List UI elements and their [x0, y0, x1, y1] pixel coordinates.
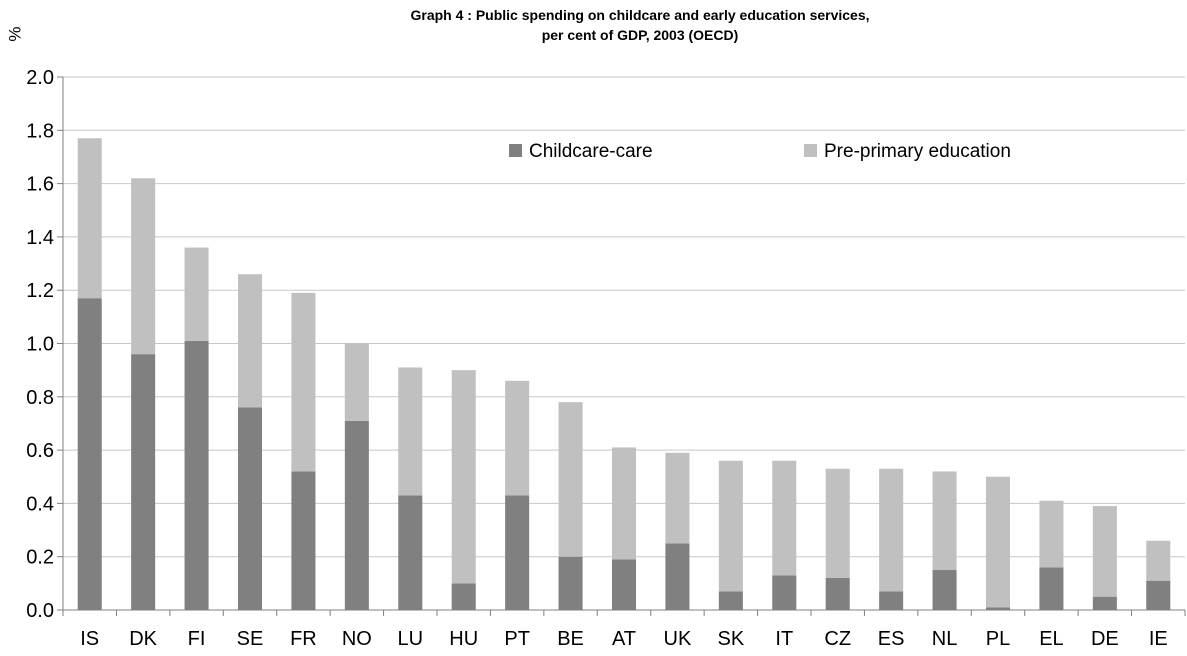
y-tick-label: 0.6	[26, 440, 54, 462]
bar-hu-pre-primary	[451, 370, 476, 584]
bar-cz-pre-primary	[825, 468, 850, 579]
bar-sk-childcare	[718, 591, 743, 610]
bar-es-pre-primary	[879, 468, 904, 592]
chart-title-line1: Graph 4 : Public spending on childcare a…	[410, 7, 870, 23]
y-tick-label: 0.0	[26, 600, 54, 622]
y-tick-label: 0.8	[26, 387, 54, 409]
x-tick-label: IT	[775, 628, 793, 650]
y-tick-label: 1.8	[26, 120, 54, 142]
x-tick-label: ES	[878, 628, 905, 650]
x-tick-label: EL	[1039, 628, 1063, 650]
bar-se-childcare	[237, 407, 263, 610]
y-tick-label: 1.4	[26, 227, 54, 249]
legend-label-pre-primary: Pre-primary education	[824, 141, 1011, 162]
bar-el-childcare	[1039, 567, 1064, 610]
bar-se-pre-primary	[237, 274, 263, 408]
bar-nl-childcare	[932, 570, 957, 610]
y-tick-label: 1.6	[26, 174, 54, 196]
y-tick-label: 1.2	[26, 280, 54, 302]
bar-es-childcare	[879, 591, 904, 610]
bar-hu-childcare	[451, 583, 476, 610]
bar-dk-pre-primary	[131, 178, 156, 355]
x-tick-label: NL	[932, 628, 958, 650]
x-tick-label: NO	[342, 628, 372, 650]
bar-at-pre-primary	[611, 447, 637, 560]
x-tick-label: SE	[237, 628, 264, 650]
x-tick-label: IE	[1149, 628, 1168, 650]
bar-fr-pre-primary	[291, 292, 316, 472]
chart-title: Graph 4 : Public spending on childcare a…	[200, 5, 1080, 45]
bar-it-pre-primary	[772, 460, 797, 576]
bar-fi-pre-primary	[184, 247, 209, 341]
x-tick-label: CZ	[824, 628, 851, 650]
y-tick-label: 0.4	[26, 493, 54, 515]
x-tick-label: PT	[504, 628, 530, 650]
bar-de-childcare	[1092, 596, 1117, 610]
bar-el-pre-primary	[1039, 500, 1064, 568]
legend-swatch-pre-primary	[804, 144, 817, 157]
bar-cz-childcare	[825, 578, 850, 610]
bar-be-childcare	[558, 556, 583, 610]
x-tick-label: IS	[80, 628, 99, 650]
x-tick-label: BE	[557, 628, 584, 650]
bar-pl-childcare	[985, 607, 1011, 610]
x-tick-label: UK	[664, 628, 692, 650]
x-tick-label: AT	[612, 628, 636, 650]
x-tick-label: HU	[449, 628, 478, 650]
bar-dk-childcare	[131, 354, 156, 610]
bar-lu-pre-primary	[398, 367, 423, 496]
bar-pt-pre-primary	[505, 380, 530, 496]
bar-de-pre-primary	[1092, 506, 1117, 597]
bar-no-childcare	[344, 420, 369, 610]
bar-ie-childcare	[1146, 580, 1171, 610]
x-tick-label: LU	[397, 628, 423, 650]
legend-swatch-childcare	[509, 144, 522, 157]
bar-is-pre-primary	[77, 138, 102, 299]
chart-subtitle: per cent of GDP, 2003 (OECD)	[541, 27, 739, 43]
bar-pl-pre-primary	[985, 476, 1011, 608]
bar-be-pre-primary	[558, 402, 583, 557]
bar-pt-childcare	[505, 495, 530, 610]
bar-uk-pre-primary	[665, 452, 690, 544]
x-tick-label: PL	[986, 628, 1010, 650]
y-tick-label: 2.0	[26, 67, 54, 89]
bar-no-pre-primary	[344, 343, 369, 421]
bar-sk-pre-primary	[718, 460, 743, 592]
x-tick-label: FR	[290, 628, 317, 650]
x-tick-label: DK	[129, 628, 157, 650]
bar-is-childcare	[77, 298, 102, 610]
bar-ie-pre-primary	[1146, 540, 1171, 581]
bar-uk-childcare	[665, 543, 690, 610]
bar-at-childcare	[611, 559, 637, 610]
bar-lu-childcare	[398, 495, 423, 610]
bar-fi-childcare	[184, 340, 209, 610]
bar-it-childcare	[772, 575, 797, 610]
bar-fr-childcare	[291, 471, 316, 610]
x-tick-label: FI	[188, 628, 206, 650]
x-tick-label: DE	[1091, 628, 1119, 650]
y-tick-label: 0.2	[26, 547, 54, 569]
y-tick-label: 1.0	[26, 334, 54, 356]
legend-label-childcare: Childcare-care	[529, 141, 653, 162]
bar-nl-pre-primary	[932, 471, 957, 571]
x-tick-label: SK	[718, 628, 745, 650]
